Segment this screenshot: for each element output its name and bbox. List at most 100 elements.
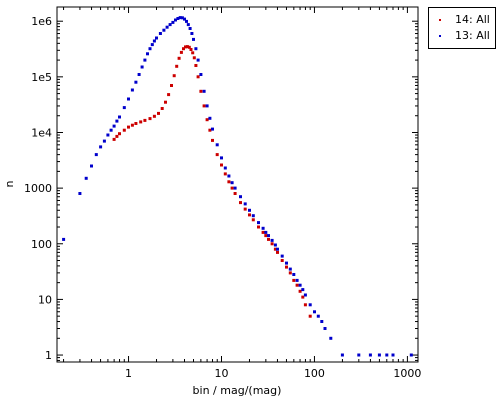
data-point <box>280 259 284 262</box>
y-tick-label: 10 <box>38 293 52 306</box>
x-axis-title: bin / mag/(mag) <box>193 384 282 397</box>
data-point <box>208 128 212 132</box>
legend-item-series-1: 14: All <box>429 12 495 28</box>
series-1 <box>112 45 312 318</box>
data-point <box>174 18 177 22</box>
data-point <box>162 28 166 32</box>
data-point <box>323 327 327 330</box>
data-point <box>178 16 182 20</box>
data-point <box>288 267 292 271</box>
x-axis: 1 10 100 1000 <box>63 7 421 380</box>
legend-label-series-2: 13: All <box>455 29 490 42</box>
data-point <box>199 89 203 93</box>
data-point <box>391 353 395 357</box>
data-point <box>303 293 307 297</box>
series-2 <box>62 16 413 357</box>
data-point <box>78 192 82 195</box>
data-point <box>122 128 126 132</box>
data-point <box>227 180 231 184</box>
data-point <box>202 89 206 93</box>
data-point <box>175 64 179 68</box>
data-point <box>185 45 189 49</box>
data-point <box>276 250 279 254</box>
data-point <box>171 20 175 24</box>
data-point <box>165 25 169 29</box>
data-point <box>118 115 121 119</box>
data-point <box>251 214 255 218</box>
data-point <box>308 303 312 307</box>
data-point <box>196 58 200 62</box>
data-point <box>295 278 299 282</box>
legend-swatch-series-1 <box>439 19 441 21</box>
data-point <box>285 261 288 265</box>
data-point <box>205 118 209 122</box>
data-point <box>137 73 141 76</box>
data-point <box>186 23 190 27</box>
data-point <box>295 283 299 287</box>
data-point <box>199 73 203 76</box>
x-tick-label: 1 <box>125 367 132 380</box>
data-point <box>301 295 305 299</box>
data-point <box>285 265 288 269</box>
data-point <box>106 133 110 137</box>
data-point <box>223 172 227 176</box>
data-point <box>134 122 138 125</box>
data-point <box>270 242 274 246</box>
data-point <box>264 234 268 238</box>
data-point <box>261 226 265 230</box>
x-tick-label: 100 <box>304 367 325 380</box>
y-axis: 1 10 100 1000 1e4 1e5 1e6 <box>24 15 418 362</box>
data-point <box>184 45 187 49</box>
data-point <box>172 74 176 78</box>
data-point <box>194 47 198 51</box>
data-point <box>211 127 214 131</box>
data-point <box>185 19 188 23</box>
data-point <box>248 208 251 212</box>
data-point <box>90 164 93 168</box>
data-point <box>239 201 242 205</box>
data-point <box>115 134 119 138</box>
data-point <box>257 225 260 229</box>
data-point <box>176 17 180 20</box>
x-tick-label: 1000 <box>393 367 421 380</box>
data-point <box>316 314 320 318</box>
data-point <box>94 153 98 157</box>
data-point <box>188 27 192 30</box>
data-point <box>168 23 172 27</box>
data-point <box>187 45 191 49</box>
data-point <box>205 104 209 108</box>
data-point <box>134 80 138 84</box>
data-point <box>158 32 162 35</box>
data-point <box>329 336 333 340</box>
data-point <box>220 156 223 160</box>
data-point <box>189 48 193 51</box>
data-point <box>233 186 237 190</box>
data-point <box>143 118 147 122</box>
data-point <box>194 64 198 67</box>
data-point <box>148 47 152 51</box>
y-tick-label: 1e6 <box>31 15 52 28</box>
data-point <box>208 116 212 120</box>
data-point <box>215 143 219 147</box>
data-point <box>196 75 200 79</box>
data-point <box>115 119 119 123</box>
data-point <box>192 56 196 60</box>
data-point <box>62 237 66 241</box>
data-point <box>303 303 307 307</box>
data-point <box>148 117 152 121</box>
data-point <box>182 47 185 51</box>
data-point <box>298 289 302 293</box>
data-point <box>243 202 247 206</box>
data-point <box>157 111 160 115</box>
data-point <box>267 237 270 241</box>
data-point <box>233 192 237 195</box>
legend-label-series-1: 14: All <box>455 13 490 26</box>
data-point <box>99 145 103 149</box>
data-point <box>102 139 106 143</box>
data-point <box>261 230 265 234</box>
data-point <box>409 353 413 357</box>
y-tick-label: 1 <box>45 349 52 362</box>
data-point <box>313 310 316 314</box>
data-point <box>190 32 194 35</box>
